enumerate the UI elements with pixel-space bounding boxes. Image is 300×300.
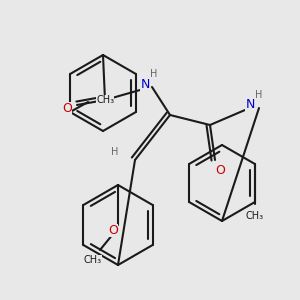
- Text: O: O: [108, 224, 118, 236]
- Text: N: N: [245, 98, 255, 112]
- Text: CH₃: CH₃: [84, 255, 102, 265]
- Text: H: H: [150, 69, 158, 79]
- Text: CH₃: CH₃: [96, 95, 114, 105]
- Text: H: H: [255, 90, 263, 100]
- Text: O: O: [215, 164, 225, 176]
- Text: O: O: [62, 101, 72, 115]
- Text: H: H: [111, 147, 119, 157]
- Text: CH₃: CH₃: [246, 211, 264, 221]
- Text: N: N: [140, 77, 150, 91]
